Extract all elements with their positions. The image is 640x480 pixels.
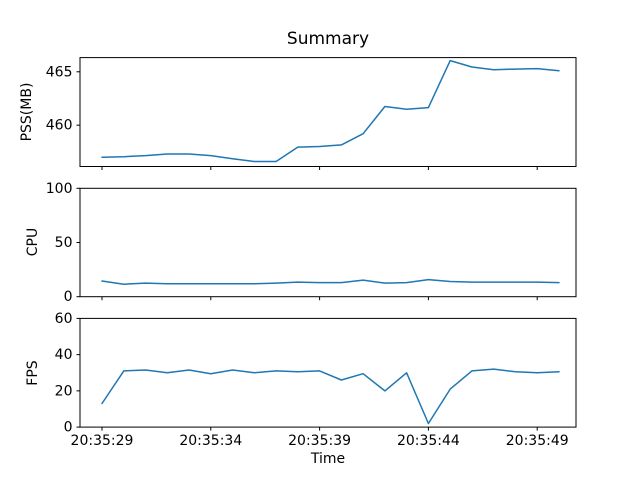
cpu-ytick-label: 0 bbox=[64, 289, 73, 305]
y-axis-label-pss: PSS(MB) bbox=[19, 82, 35, 142]
pss-ytick-label: 460 bbox=[46, 118, 73, 134]
fps-line bbox=[101, 368, 560, 425]
fps-ytick-label: 0 bbox=[64, 420, 73, 436]
fps-ytick-label: 20 bbox=[55, 383, 73, 399]
fps-axes-frame bbox=[79, 317, 577, 428]
pss-line bbox=[101, 59, 560, 163]
fps-ytick-label: 60 bbox=[55, 311, 73, 327]
x-axis-label: Time bbox=[310, 451, 346, 467]
xtick-label: 20:35:39 bbox=[288, 433, 351, 449]
xtick-label: 20:35:34 bbox=[179, 433, 242, 449]
cpu-ytick-label: 100 bbox=[46, 181, 73, 197]
y-axis-label-cpu: CPU bbox=[25, 227, 41, 257]
cpu-ytick-label: 50 bbox=[55, 235, 73, 251]
chart-title: Summary bbox=[286, 29, 370, 49]
fps-ytick-label: 40 bbox=[55, 347, 73, 363]
pss-ytick-label: 465 bbox=[46, 64, 73, 80]
xtick-label: 20:35:29 bbox=[71, 433, 134, 449]
xtick-label: 20:35:44 bbox=[397, 433, 460, 449]
y-axis-label-fps: FPS bbox=[25, 360, 41, 386]
cpu-axes-frame bbox=[79, 187, 577, 298]
pss-axes-frame bbox=[79, 57, 577, 167]
xtick-label: 20:35:49 bbox=[506, 433, 569, 449]
cpu-line bbox=[101, 278, 560, 285]
